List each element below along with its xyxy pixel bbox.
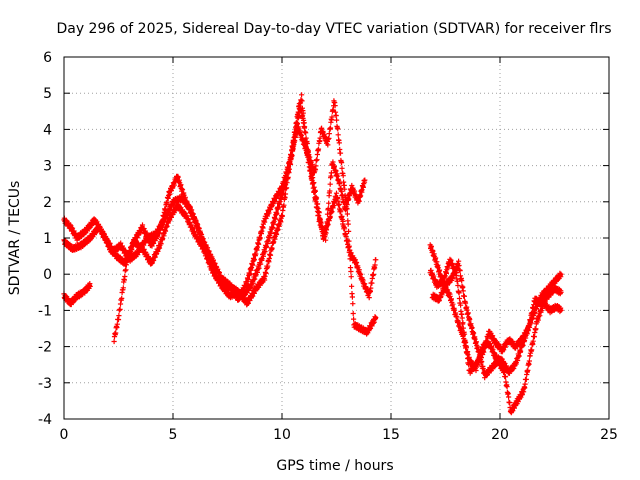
data-layer <box>61 92 563 415</box>
series-arc-2 <box>61 92 367 307</box>
y-tick-label: 4 <box>43 122 52 138</box>
x-tick-label: 15 <box>382 427 400 443</box>
y-tick-label: 2 <box>43 195 52 211</box>
data-point-markers <box>430 259 564 416</box>
x-tick-label: 0 <box>60 427 69 443</box>
x-tick-label: 20 <box>491 427 509 443</box>
data-point-markers <box>61 92 367 307</box>
chart-title: Day 296 of 2025, Sidereal Day-to-day VTE… <box>56 21 611 37</box>
y-tick-label: -2 <box>38 340 52 356</box>
series-arc-5 <box>430 259 564 416</box>
y-tick-label: -3 <box>38 376 52 392</box>
x-tick-label: 25 <box>600 427 618 443</box>
sdtvar-chart: 0 5 10 15 20 25 -4 -3 -2 -1 0 1 2 3 4 5 6 Day 296 of 202… <box>0 0 640 480</box>
y-tick-label: 3 <box>43 159 52 175</box>
tick-layer: 0 5 10 15 20 25 -4 -3 -2 -1 0 1 2 3 4 5 6 <box>38 50 618 443</box>
x-tick-label: 5 <box>169 427 178 443</box>
y-tick-label: 0 <box>43 267 52 283</box>
y-tick-label: -4 <box>38 412 52 428</box>
y-tick-label: 1 <box>43 231 52 247</box>
y-tick-label: 5 <box>43 86 52 102</box>
x-axis-label: GPS time / hours <box>276 458 393 474</box>
x-tick-label: 10 <box>273 427 291 443</box>
y-axis-label: SDTVAR / TECUs <box>7 181 23 296</box>
y-tick-label: 6 <box>43 50 52 66</box>
y-tick-label: -1 <box>38 303 52 319</box>
